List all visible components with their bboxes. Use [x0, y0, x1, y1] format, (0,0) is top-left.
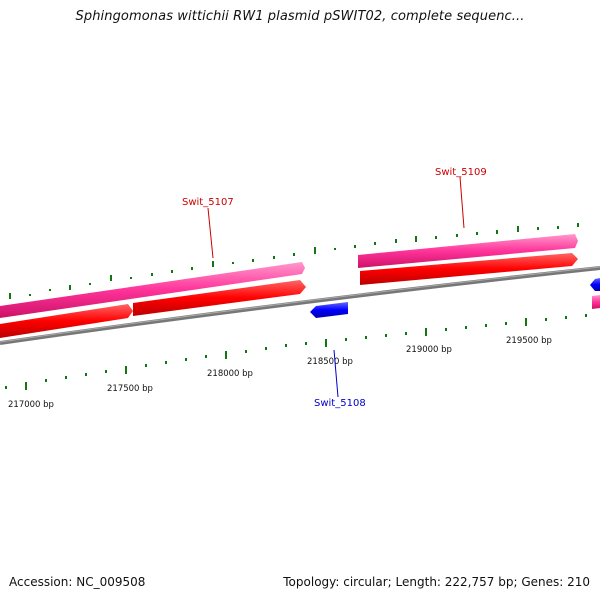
gene-label-swit-5107[interactable]: Swit_5107 [182, 197, 234, 208]
gene-arrow-right-edge[interactable] [590, 278, 600, 291]
gene-arrow-swit-5108[interactable] [310, 302, 348, 318]
scale-ticks [5, 314, 587, 390]
gc-content-track [9, 223, 579, 299]
summary-separator: ; [387, 575, 396, 589]
plasmid-backbone [0, 266, 600, 345]
leader-line-swit-5108 [333, 349, 339, 398]
scale-label-217000: 217000 bp [8, 400, 54, 410]
scale-label-217500: 217500 bp [107, 384, 153, 394]
scale-label-218500: 218500 bp [307, 357, 353, 367]
scale-label-219500: 219500 bp [506, 336, 552, 346]
map-summary: Topology: circular; Length: 222,757 bp; … [283, 575, 590, 589]
summary-separator: ; [513, 575, 522, 589]
gene-label-swit-5109[interactable]: Swit_5109 [435, 167, 487, 178]
gene-arrow-swit-5107[interactable] [133, 280, 306, 316]
map-title: Sphingomonas wittichii RW1 plasmid pSWIT… [75, 9, 525, 24]
cds-bar-edge[interactable] [592, 295, 600, 309]
scale-label-219000: 219000 bp [406, 345, 452, 355]
topology-text: Topology: circular [283, 575, 388, 589]
leader-line-swit-5109 [459, 176, 465, 229]
scale-label-218000: 218000 bp [207, 369, 253, 379]
gene-count-text: Genes: 210 [521, 575, 590, 589]
cds-bar-swit-5109[interactable] [358, 234, 578, 268]
leader-line-swit-5107 [207, 207, 214, 259]
length-text: Length: 222,757 bp [395, 575, 514, 589]
plasmid-backbone-highlight [0, 266, 600, 343]
gene-label-swit-5108[interactable]: Swit_5108 [314, 398, 366, 409]
gene-arrow-swit-5109[interactable] [360, 253, 578, 285]
gene-arrow-left-edge[interactable] [0, 304, 133, 338]
cds-bar-swit-5107[interactable] [0, 262, 305, 318]
accession-text: Accession: NC_009508 [9, 575, 146, 589]
